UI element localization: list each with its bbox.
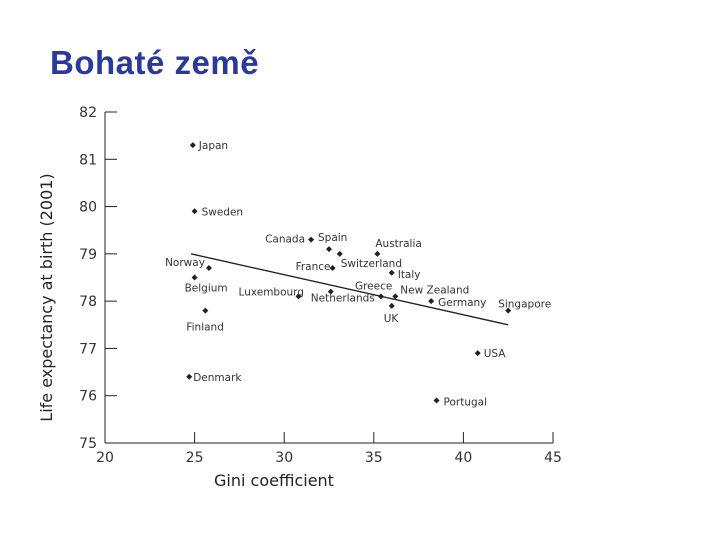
- point-label: Australia: [375, 238, 421, 250]
- x-axis-title: Gini coefficient: [214, 471, 334, 490]
- y-tick-label: 79: [79, 247, 97, 263]
- regression-line: [190, 253, 509, 326]
- point-label: Singapore: [498, 299, 551, 311]
- x-tick-label: 30: [275, 450, 293, 466]
- point-label: Netherlands: [311, 293, 375, 305]
- point-label: Spain: [318, 232, 347, 244]
- data-point: [474, 350, 481, 357]
- point-label: Finland: [186, 322, 224, 334]
- data-point: [505, 307, 512, 314]
- y-tick-label: 81: [79, 152, 97, 168]
- point-label: Denmark: [193, 372, 242, 384]
- data-point: [329, 265, 336, 272]
- y-tick-label: 82: [79, 105, 97, 121]
- chart-axes: 75 76 77 78 79 80 81 82 20 25 30 35 40 45: [79, 105, 562, 466]
- point-label: Belgium: [185, 283, 228, 295]
- data-point: [189, 142, 196, 149]
- data-point: [433, 397, 440, 404]
- x-tick-label: 25: [186, 450, 204, 466]
- data-point: [388, 269, 395, 276]
- data-point: [428, 298, 435, 305]
- point-label: Germany: [438, 297, 486, 309]
- data-point: [374, 250, 381, 257]
- data-point: [186, 373, 193, 380]
- y-tick-label: 78: [79, 294, 97, 310]
- data-point: [336, 250, 343, 257]
- data-point: [191, 208, 198, 215]
- point-label: Portugal: [444, 396, 488, 408]
- point-label: France: [296, 261, 331, 273]
- point-label: Luxembourg: [239, 286, 304, 298]
- x-tick-label: 20: [96, 450, 114, 466]
- data-point: [392, 293, 399, 300]
- slide-title: Bohaté země: [50, 44, 260, 81]
- y-tick-label: 77: [79, 341, 97, 357]
- data-point: [388, 302, 395, 309]
- data-point: [326, 246, 332, 253]
- y-axis-title: Life expectancy at birth (2001): [37, 173, 56, 421]
- x-tick-label: 35: [365, 450, 383, 466]
- data-point: [191, 274, 198, 281]
- x-tick-label: 40: [454, 450, 472, 466]
- data-point: [327, 288, 334, 295]
- point-label: Switzerland: [341, 258, 402, 270]
- point-label: Italy: [398, 269, 421, 281]
- point-label: New Zealand: [400, 284, 469, 296]
- point-label: Canada: [265, 234, 305, 246]
- y-tick-label: 76: [79, 389, 97, 405]
- trend-line: [190, 253, 509, 326]
- data-points: Japan Sweden Norway Belgium Finland Denmark Lu…: [165, 140, 551, 408]
- data-point: [377, 293, 384, 300]
- data-point: [295, 293, 302, 300]
- x-tick-label: 45: [544, 450, 562, 466]
- data-point: [205, 265, 212, 272]
- point-label: UK: [384, 313, 400, 325]
- y-tick-label: 80: [79, 200, 97, 216]
- point-label: Greece: [355, 280, 392, 292]
- data-point: [308, 236, 315, 243]
- point-label: USA: [484, 348, 507, 360]
- point-label: Japan: [198, 140, 228, 152]
- point-label: Norway: [165, 257, 205, 269]
- y-tick-label: 75: [79, 436, 97, 452]
- point-label: Sweden: [202, 206, 244, 218]
- data-point: [202, 307, 209, 314]
